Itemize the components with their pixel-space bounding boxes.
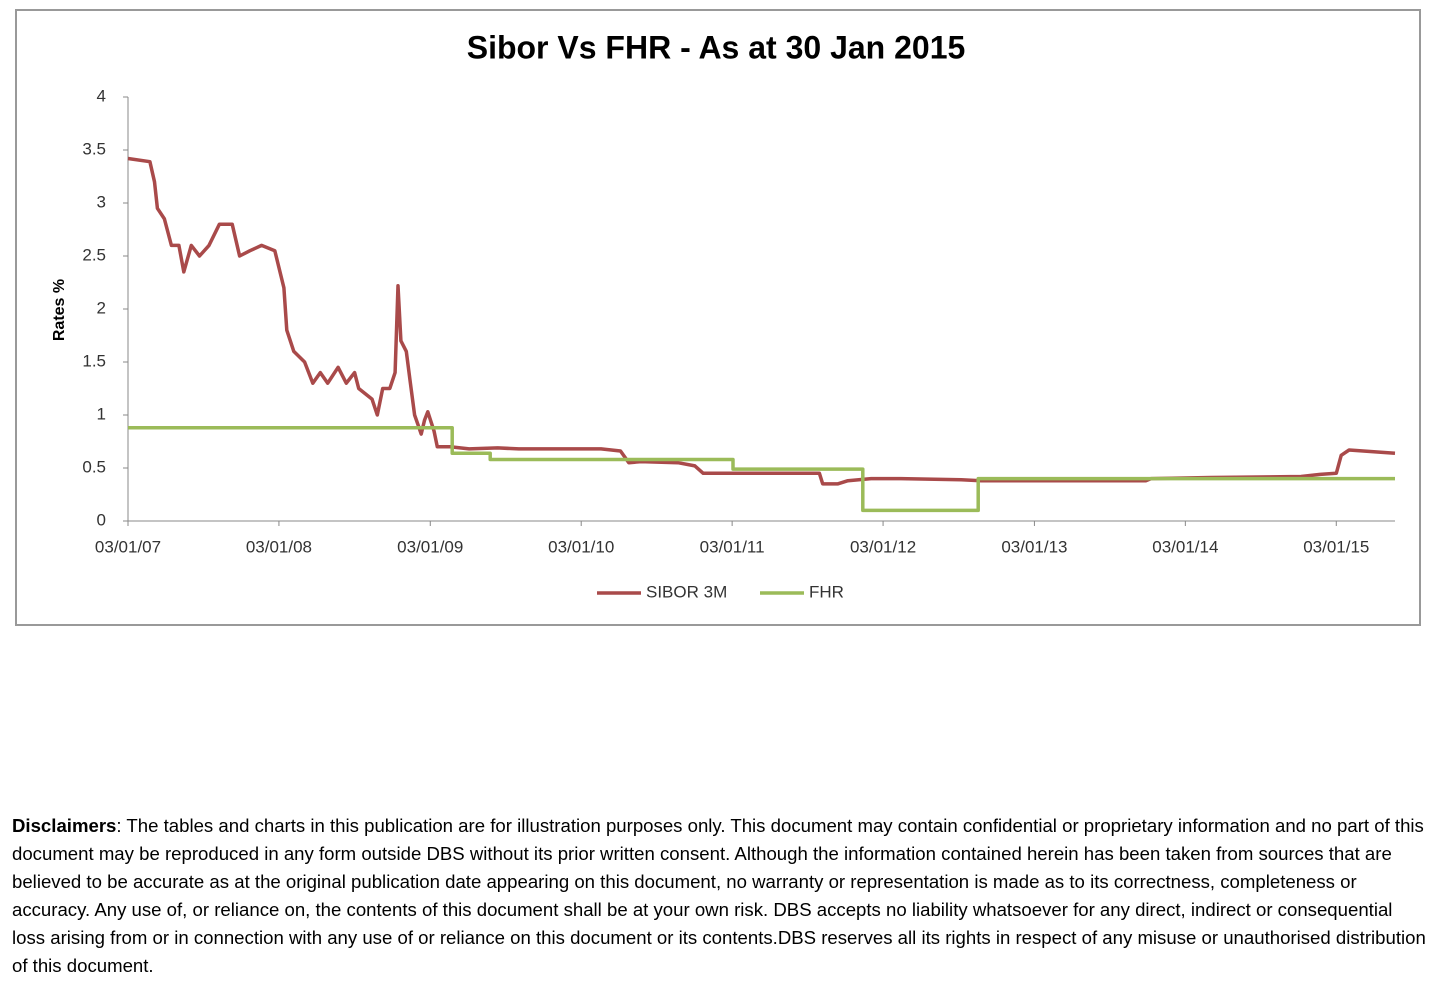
disclaimer: Disclaimers: The tables and charts in th… <box>12 812 1428 980</box>
y-tick-label: 2.5 <box>82 245 106 264</box>
series-line <box>128 425 1395 513</box>
x-tick-label: 03/01/10 <box>548 537 614 556</box>
chart: Sibor Vs FHR - As at 30 Jan 2015 Rates %… <box>15 9 1421 626</box>
x-tick-label: 03/01/08 <box>246 537 312 556</box>
y-tick-label: 1 <box>97 404 106 423</box>
y-axis-label: Rates % <box>51 279 68 341</box>
chart-title: Sibor Vs FHR - As at 30 Jan 2015 <box>467 29 966 65</box>
legend-label: SIBOR 3M <box>646 582 727 601</box>
y-tick-label: 3 <box>97 192 106 211</box>
legend-label: FHR <box>809 582 844 601</box>
y-tick-label: 0.5 <box>82 457 106 476</box>
y-tick-label: 0 <box>97 510 106 529</box>
x-tick-label: 03/01/15 <box>1303 537 1369 556</box>
x-tick-label: 03/01/14 <box>1152 537 1218 556</box>
disclaimer-text: : The tables and charts in this publicat… <box>12 815 1426 976</box>
y-tick-label: 1.5 <box>82 351 106 370</box>
x-tick-label: 03/01/11 <box>700 537 765 556</box>
disclaimer-label: Disclaimers <box>12 815 117 836</box>
y-tick-label: 3.5 <box>82 139 106 158</box>
x-tick-label: 03/01/13 <box>1001 537 1067 556</box>
chart-frame <box>15 9 1421 626</box>
series-line <box>127 156 1396 486</box>
x-tick-label: 03/01/07 <box>95 537 161 556</box>
x-tick-label: 03/01/12 <box>850 537 916 556</box>
y-tick-label: 2 <box>97 298 106 317</box>
y-tick-label: 4 <box>97 86 106 105</box>
x-tick-label: 03/01/09 <box>397 537 463 556</box>
